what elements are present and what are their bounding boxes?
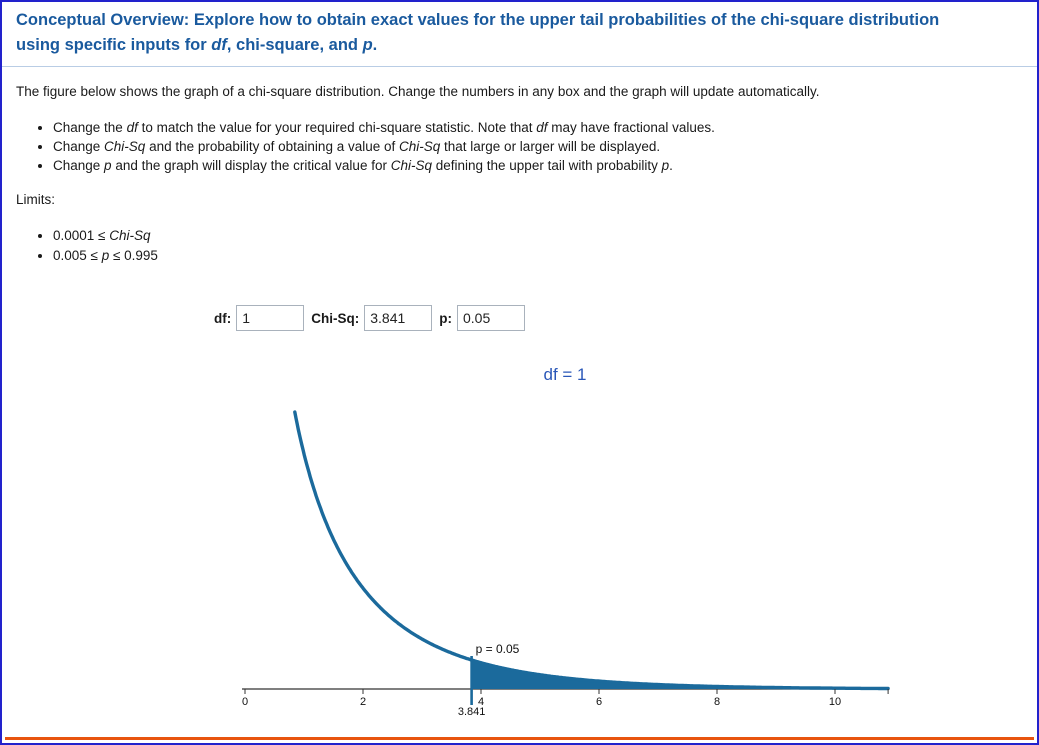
p-annotation: p = 0.05 [476,642,520,656]
p-label: p: [439,310,452,326]
limit-item: 0.005 ≤ p ≤ 0.995 [53,246,158,266]
limits-label: Limits: [16,192,56,207]
x-tick-label: 2 [360,696,366,708]
p-input[interactable] [457,305,525,331]
instruction-item: Change p and the graph will display the … [53,156,715,175]
page-title: Conceptual Overview: Explore how to obta… [2,2,1037,67]
x-tick-label: 8 [714,696,720,708]
x-tick-label: 4 [478,696,484,708]
x-tick-label: 0 [242,696,248,708]
density-curve [293,410,890,691]
x-tick-label: 6 [596,696,602,708]
chisq-label: Chi-Sq: [311,310,360,326]
instructions-list: Change the df to match the value for you… [16,118,715,175]
limit-item: 0.0001 ≤ Chi-Sq [53,226,158,246]
instruction-item: Change Chi-Sq and the probability of obt… [53,137,715,156]
page-title-line2: using specific inputs for df, chi-square… [16,35,378,54]
chisq-input[interactable] [364,305,433,331]
page-title-line1: Conceptual Overview: Explore how to obta… [16,11,940,29]
instruction-item: Change the df to match the value for you… [53,118,715,137]
chi-square-plot: 0 2 4 6 8 10 p = 0.05 3.841 [242,410,890,718]
parameter-controls: df: Chi-Sq: p: [214,305,532,331]
chart-title: df = 1 [543,365,587,384]
df-input[interactable] [236,305,305,331]
shaded-upper-tail [471,660,889,689]
intro-text: The figure below shows the graph of a ch… [16,84,820,99]
x-tick-label: 10 [829,696,841,708]
df-label: df: [214,310,232,326]
limits-list: 0.0001 ≤ Chi-Sq 0.005 ≤ p ≤ 0.995 [16,226,158,266]
bottom-divider [5,737,1034,740]
critical-value-label: 3.841 [458,706,486,718]
